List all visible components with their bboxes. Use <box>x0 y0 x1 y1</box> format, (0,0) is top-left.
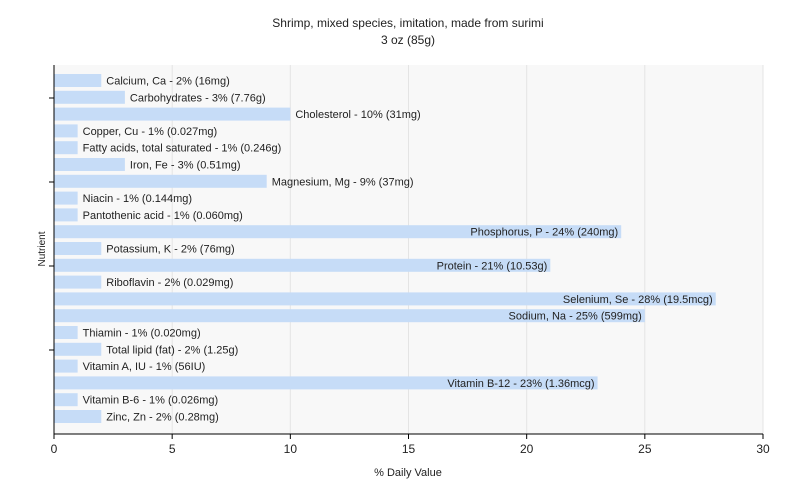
bar <box>54 225 622 239</box>
x-tick-label: 5 <box>169 442 176 456</box>
bar-label: Vitamin A, IU - 1% (56IU) <box>83 361 206 373</box>
bar <box>54 359 78 373</box>
bar-label: Total lipid (fat) - 2% (1.25g) <box>106 344 238 356</box>
x-tick-label: 15 <box>402 442 416 456</box>
bar <box>54 342 102 356</box>
chart-subtitle: 3 oz (85g) <box>381 33 435 47</box>
bar <box>54 208 78 222</box>
bar-label: Iron, Fe - 3% (0.51mg) <box>130 160 241 172</box>
bar <box>54 191 78 205</box>
x-tick-label: 25 <box>638 442 652 456</box>
bar-label: Vitamin B-6 - 1% (0.026mg) <box>83 395 219 407</box>
bar-label: Sodium, Na - 25% (599mg) <box>509 311 642 323</box>
bar-label: Selenium, Se - 28% (19.5mcg) <box>563 294 713 306</box>
bar <box>54 124 78 138</box>
chart-title: Shrimp, mixed species, imitation, made f… <box>272 16 543 30</box>
bar <box>54 326 78 339</box>
x-tick-label: 0 <box>51 442 58 456</box>
bar-label: Vitamin B-12 - 23% (1.36mcg) <box>447 378 594 390</box>
bar <box>54 74 102 87</box>
bar <box>54 376 598 390</box>
bar-label: Zinc, Zn - 2% (0.28mg) <box>106 412 218 424</box>
bar <box>54 309 645 323</box>
bar <box>54 141 78 155</box>
bar-label: Protein - 21% (10.53g) <box>437 260 548 272</box>
x-ticks: 0 5 10 15 20 25 30 <box>49 97 770 456</box>
bar <box>54 393 78 407</box>
bar-label: Niacin - 1% (0.144mg) <box>83 193 192 205</box>
x-tick-label: 30 <box>756 442 770 456</box>
bars: Calcium, Ca - 2% (16mg) Carbohydrates - 3… <box>54 74 716 424</box>
x-tick-label: 10 <box>284 442 298 456</box>
bar <box>54 275 102 289</box>
bar-label: Fatty acids, total saturated - 1% (0.246… <box>83 143 282 155</box>
bar <box>54 107 291 121</box>
bar <box>54 174 267 188</box>
bar-label: Magnesium, Mg - 9% (37mg) <box>272 176 414 188</box>
x-tick-label: 20 <box>520 442 534 456</box>
bar-label: Copper, Cu - 1% (0.027mg) <box>83 126 218 138</box>
bar-label: Cholesterol - 10% (31mg) <box>295 109 420 121</box>
x-axis-label: % Daily Value <box>374 467 442 479</box>
bar-label: Carbohydrates - 3% (7.76g) <box>130 92 266 104</box>
bar <box>54 158 125 171</box>
bar-label: Pantothenic acid - 1% (0.060mg) <box>83 210 243 222</box>
bar-label: Riboflavin - 2% (0.029mg) <box>106 277 233 289</box>
bar <box>54 242 102 255</box>
bar <box>54 292 716 306</box>
bar-label: Potassium, K - 2% (76mg) <box>106 244 234 256</box>
bar-label: Calcium, Ca - 2% (16mg) <box>106 76 229 88</box>
bar-label: Phosphorus, P - 24% (240mg) <box>470 227 618 239</box>
bar <box>54 258 551 272</box>
bar <box>54 410 102 423</box>
grid-lines <box>171 65 764 434</box>
y-axis-label: Nutrient <box>37 231 48 266</box>
bar-label: Thiamin - 1% (0.020mg) <box>83 328 201 340</box>
bar <box>54 90 125 104</box>
